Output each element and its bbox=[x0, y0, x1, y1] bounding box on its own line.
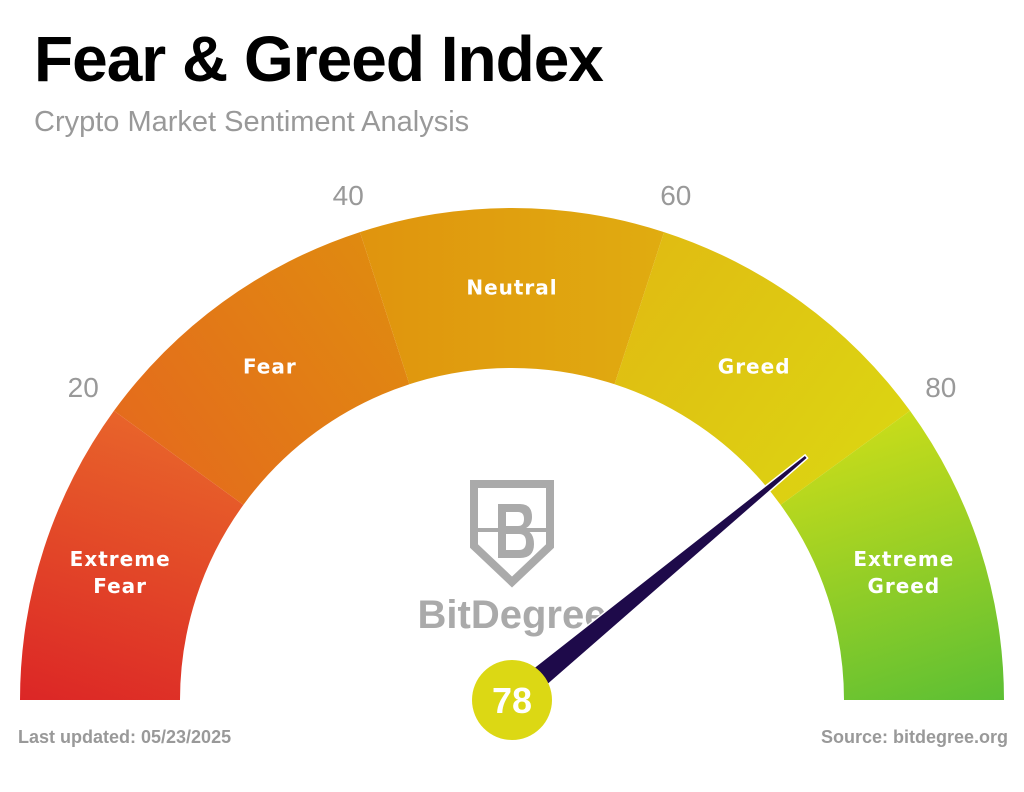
logo-shield bbox=[470, 480, 554, 588]
value-label: 78 bbox=[492, 680, 532, 721]
logo bbox=[470, 480, 554, 588]
subtitle: Crypto Market Sentiment Analysis bbox=[34, 106, 470, 138]
tick-label: 60 bbox=[660, 179, 692, 211]
gauge-segment bbox=[113, 232, 410, 505]
value-circle bbox=[472, 660, 552, 740]
segment-label: Extreme Fear bbox=[69, 546, 171, 598]
segment-label: Neutral bbox=[466, 275, 558, 300]
segment-label: Extreme Greed bbox=[853, 546, 955, 598]
last-updated: Last updated: 05/23/2025 bbox=[18, 727, 232, 747]
gauge-segment bbox=[359, 208, 665, 385]
segment-label: Fear bbox=[242, 354, 297, 379]
watermark: BitDegree bbox=[418, 593, 607, 637]
segment-label: Greed bbox=[717, 354, 791, 379]
title: Fear & Greed Index bbox=[34, 23, 604, 95]
source: Source: bitdegree.org bbox=[820, 727, 1008, 747]
gauge-segment bbox=[20, 410, 244, 700]
tick-label: 80 bbox=[925, 372, 957, 404]
tick-label: 40 bbox=[332, 179, 364, 211]
gauge-segment bbox=[614, 232, 911, 505]
gauge-segment bbox=[780, 410, 1004, 700]
logo-bar bbox=[478, 528, 546, 532]
tick-label: 20 bbox=[67, 372, 99, 404]
